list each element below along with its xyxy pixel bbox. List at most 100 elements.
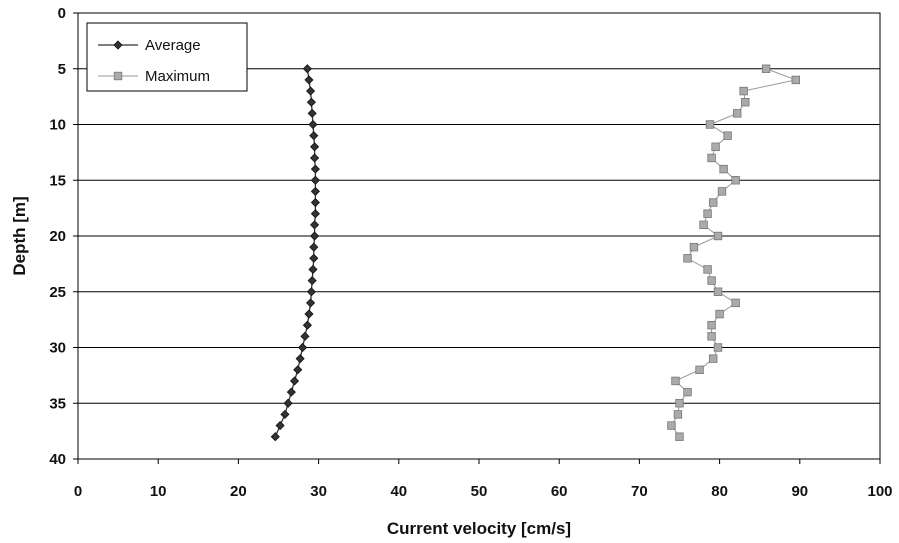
data-point <box>293 365 303 375</box>
data-point <box>703 209 712 218</box>
data-point <box>286 387 296 397</box>
y-tick-label: 25 <box>49 284 66 301</box>
x-tick-label: 30 <box>310 483 327 500</box>
data-point <box>289 376 300 386</box>
x-tick-label: 10 <box>150 483 167 500</box>
data-point <box>695 365 704 374</box>
legend-label: Maximum <box>145 68 210 85</box>
data-point <box>283 398 293 408</box>
data-point <box>699 220 708 230</box>
x-tick-label: 90 <box>791 483 808 500</box>
data-point <box>707 276 716 285</box>
data-point <box>310 186 320 196</box>
x-tick-label: 50 <box>471 483 488 500</box>
data-point <box>739 86 748 96</box>
legend: Average Maximum <box>86 22 248 92</box>
data-point <box>713 231 723 241</box>
data-point <box>310 164 320 174</box>
legend-box <box>86 22 248 92</box>
data-point <box>308 119 318 130</box>
data-point <box>719 164 728 174</box>
data-point <box>705 120 715 129</box>
data-point <box>310 175 320 185</box>
data-point <box>703 265 712 274</box>
data-point <box>306 298 316 308</box>
x-tick-label: 80 <box>711 483 728 500</box>
data-point <box>309 242 319 252</box>
x-tick-label: 60 <box>551 483 568 500</box>
data-point <box>733 109 742 118</box>
data-point <box>731 298 740 308</box>
y-tick-label: 10 <box>49 117 66 134</box>
data-point <box>731 176 740 185</box>
data-point <box>707 332 716 341</box>
legend-marker <box>113 40 123 50</box>
series-average <box>270 64 320 442</box>
legend-label: Average <box>145 37 201 54</box>
data-point <box>713 287 723 296</box>
data-point <box>671 376 680 386</box>
data-point <box>711 142 720 151</box>
data-point <box>708 354 718 363</box>
data-point <box>310 220 320 230</box>
data-point <box>309 253 319 263</box>
data-point <box>708 198 718 207</box>
y-tick-label: 0 <box>58 5 66 22</box>
data-point <box>300 331 310 341</box>
data-point <box>270 432 280 442</box>
series-line <box>670 68 798 437</box>
data-point <box>675 399 684 408</box>
data-point <box>304 75 314 85</box>
data-point <box>761 64 771 73</box>
data-point <box>295 354 305 364</box>
x-axis-title: Current velocity [cm/s] <box>387 519 571 538</box>
y-tick-label: 40 <box>49 451 66 468</box>
data-point <box>741 98 750 107</box>
data-point <box>304 309 314 319</box>
data-point <box>673 410 683 419</box>
y-tick-label: 30 <box>49 340 66 357</box>
data-point <box>307 108 317 118</box>
data-point <box>280 409 290 419</box>
data-point <box>302 320 312 330</box>
data-point <box>309 131 319 141</box>
data-point <box>667 421 676 430</box>
legend-marker <box>113 71 123 81</box>
data-point <box>707 153 716 163</box>
x-tick-label: 100 <box>867 483 892 500</box>
y-tick-label: 5 <box>58 61 66 78</box>
data-point <box>791 75 800 85</box>
data-point <box>310 197 320 208</box>
gridlines <box>78 68 880 404</box>
data-point <box>707 320 716 330</box>
data-point <box>310 142 320 152</box>
axes: 0 5 10 15 20 25 30 35 40 0 10 20 30 40 50 60 70 80 90 100 <box>49 5 892 500</box>
data-point <box>713 343 723 352</box>
y-axis-title: Depth [m] <box>10 196 29 275</box>
series-line <box>274 68 317 437</box>
data-point <box>723 131 732 140</box>
data-point <box>308 264 318 275</box>
series-layer <box>270 64 800 442</box>
data-point <box>310 209 320 219</box>
y-tick-label: 15 <box>49 172 66 189</box>
data-point <box>717 187 727 196</box>
data-point <box>306 97 316 107</box>
data-point <box>310 231 320 241</box>
y-tick-label: 35 <box>49 395 66 412</box>
x-tick-label: 20 <box>230 483 247 500</box>
data-point <box>306 287 316 297</box>
data-point <box>675 432 684 441</box>
data-point <box>683 254 692 263</box>
data-point <box>310 153 320 163</box>
x-tick-label: 0 <box>74 483 82 500</box>
x-tick-label: 70 <box>631 483 648 500</box>
data-point <box>275 420 285 431</box>
data-point <box>715 309 724 319</box>
x-tick-label: 40 <box>390 483 407 500</box>
data-point <box>306 86 316 96</box>
data-point <box>307 276 317 286</box>
data-point <box>683 387 692 397</box>
